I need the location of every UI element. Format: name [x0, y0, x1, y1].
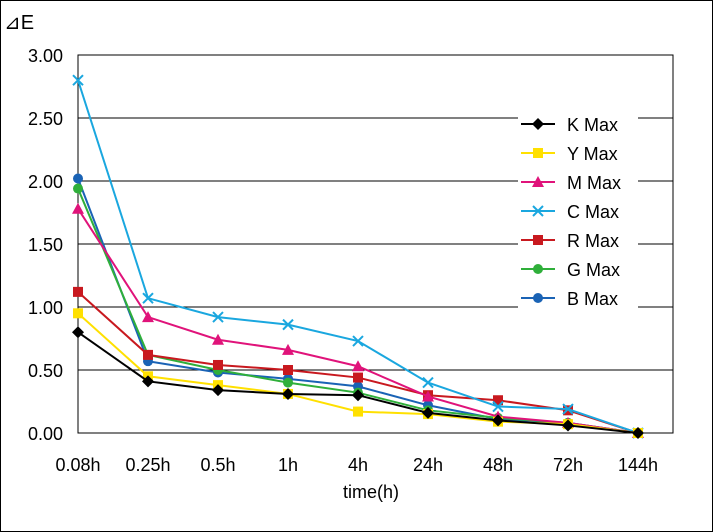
data-point — [72, 74, 84, 86]
data-point — [143, 349, 153, 360]
data-point — [73, 183, 83, 194]
legend-label: R Max — [567, 231, 619, 251]
axes — [77, 54, 674, 434]
y-tick-labels: 0.00 0.50 1.00 1.50 2.00 2.50 3.00 — [28, 46, 63, 444]
y-axis-label: ⊿E — [4, 12, 34, 34]
data-point — [73, 308, 83, 319]
plot-area — [77, 54, 674, 434]
data-point — [73, 286, 83, 297]
x-tick-label: 144h — [618, 455, 658, 475]
x-tick-label: 0.25h — [125, 455, 170, 475]
data-point — [212, 311, 224, 323]
data-point — [283, 377, 293, 388]
x-tick-label: 4h — [348, 455, 368, 475]
legend-label: Y Max — [567, 144, 618, 164]
series-group — [72, 74, 644, 439]
data-point — [282, 343, 294, 355]
data-point — [352, 335, 364, 347]
legend-marker — [533, 148, 543, 158]
legend-marker — [533, 235, 543, 245]
legend-bg — [518, 287, 638, 309]
data-point — [632, 427, 644, 439]
legend-marker — [532, 205, 544, 217]
legend-bg — [518, 113, 638, 135]
legend-entry: R Max — [518, 229, 638, 251]
y-tick-label: 0.00 — [28, 424, 63, 444]
x-tick-labels: 0.08h 0.25h 0.5h 1h 4h 24h 48h 72h 144h — [55, 455, 658, 475]
legend-bg — [518, 171, 638, 193]
x-tick-label: 0.08h — [55, 455, 100, 475]
legend-entry: Y Max — [518, 142, 638, 164]
legend-label: B Max — [567, 289, 618, 309]
data-point — [142, 292, 154, 304]
legend-marker — [532, 176, 544, 187]
data-point — [492, 414, 504, 427]
legend-label: C Max — [567, 202, 619, 222]
y-tick-label: 3.00 — [28, 46, 63, 66]
data-point — [213, 359, 223, 370]
data-point — [282, 387, 294, 400]
data-point — [212, 384, 224, 397]
data-point — [492, 400, 504, 413]
data-point — [352, 360, 364, 372]
data-point — [562, 419, 574, 432]
legend: K Max Y Max M Max C Max R Max G Max B Max — [518, 113, 638, 309]
legend-bg — [518, 142, 638, 164]
x-axis-label: time(h) — [343, 482, 399, 502]
x-tick-label: 72h — [553, 455, 583, 475]
x-tick-label: 48h — [483, 455, 513, 475]
legend-marker — [533, 293, 543, 303]
data-point — [142, 375, 154, 388]
data-point — [72, 326, 84, 339]
data-point — [422, 406, 434, 419]
legend-label: M Max — [567, 173, 621, 193]
data-point — [283, 365, 293, 375]
y-tick-label: 0.50 — [28, 361, 63, 381]
data-point — [422, 390, 434, 402]
legend-bg — [518, 258, 638, 280]
legend-bg — [518, 200, 638, 222]
legend-entry: B Max — [518, 287, 638, 309]
data-point — [73, 173, 83, 184]
legend-label: K Max — [567, 115, 618, 135]
y-tick-label: 1.50 — [28, 235, 63, 255]
data-point — [353, 372, 363, 383]
legend-entry: C Max — [518, 200, 638, 222]
series-k-max — [72, 326, 644, 439]
data-point — [493, 395, 503, 406]
data-point — [282, 318, 294, 331]
y-tick-label: 1.00 — [28, 298, 63, 318]
data-point — [212, 333, 224, 345]
legend-entry: M Max — [518, 171, 638, 193]
data-point — [72, 202, 84, 214]
data-point — [353, 406, 363, 417]
data-point — [422, 376, 434, 389]
legend-marker — [533, 264, 543, 274]
data-point — [352, 389, 364, 402]
x-tick-label: 1h — [278, 455, 298, 475]
data-point — [562, 403, 574, 415]
y-tick-label: 2.50 — [28, 109, 63, 129]
legend-marker — [532, 118, 544, 130]
legend-entry: G Max — [518, 258, 638, 280]
x-tick-label: 0.5h — [200, 455, 235, 475]
x-tick-label: 24h — [413, 455, 443, 475]
data-point — [142, 311, 154, 323]
legend-bg — [518, 229, 638, 251]
y-tick-label: 2.00 — [28, 172, 63, 192]
legend-entry: K Max — [518, 113, 638, 135]
legend-label: G Max — [567, 260, 620, 280]
